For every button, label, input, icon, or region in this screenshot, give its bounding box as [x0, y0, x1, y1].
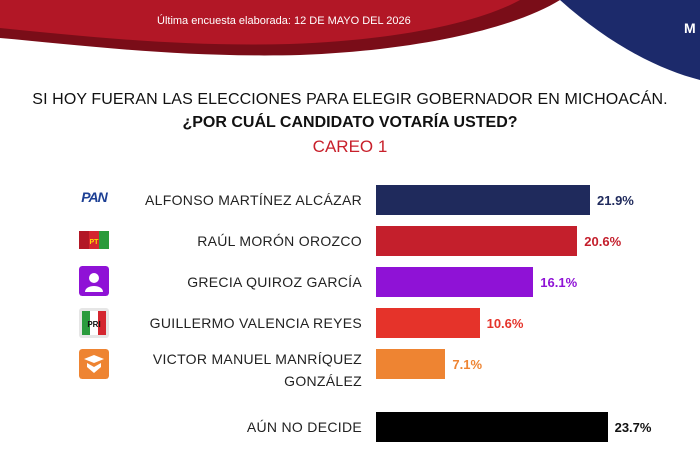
candidate-name: GUILLERMO VALENCIA REYES — [150, 312, 362, 334]
svg-text:PT: PT — [90, 239, 100, 246]
chart-subtitle: CAREO 1 — [312, 137, 388, 156]
candidate-name: RAÚL MORÓN OROZCO — [197, 230, 362, 252]
bar-value-label: 10.6% — [486, 316, 524, 331]
candidate-name: AÚN NO DECIDE — [247, 416, 362, 438]
candidate-name: ALFONSO MARTÍNEZ ALCÁZAR — [145, 189, 362, 211]
question-line1: SI HOY FUERAN LAS ELECCIONES PARA ELEGIR… — [32, 91, 668, 108]
svg-text:PRI: PRI — [87, 320, 100, 329]
party-logo-icon: PAN — [79, 182, 109, 212]
bar — [376, 349, 446, 379]
candidate-name-line: RAÚL MORÓN OROZCO — [197, 233, 362, 249]
bar-value-label: 23.7% — [614, 420, 652, 435]
candidate-name: VICTOR MANUEL MANRÍQUEZ GONZÁLEZ — [153, 348, 362, 392]
bar-value-label: 16.1% — [540, 275, 578, 290]
candidate-name-line: GRECIA QUIROZ GARCÍA — [187, 274, 362, 290]
header-wave-red — [0, 0, 520, 45]
bar-value-label: 20.6% — [584, 234, 622, 249]
party-logo-icon — [79, 349, 109, 379]
bar — [376, 185, 590, 215]
bar — [376, 412, 608, 442]
corner-brand: M — [684, 20, 696, 36]
survey-date: Última encuesta elaborada: 12 DE MAYO DE… — [157, 15, 411, 27]
bar-value-label: 21.9% — [597, 193, 634, 208]
candidate-name-line: AÚN NO DECIDE — [246, 419, 362, 435]
candidate-name-line: VICTOR MANUEL MANRÍQUEZ — [152, 351, 362, 367]
candidate-name-line: GONZÁLEZ — [284, 373, 362, 389]
pan-logo-text: PAN — [81, 189, 108, 205]
party-logo-icon — [79, 266, 109, 296]
bar — [376, 267, 534, 297]
party-logo-icon: PT — [79, 225, 109, 255]
bar — [376, 226, 578, 256]
header-corner-navy — [560, 0, 700, 80]
question-line2: ¿POR CUÁL CANDIDATO VOTARÍA USTED? — [182, 114, 518, 131]
candidate-name: GRECIA QUIROZ GARCÍA — [187, 271, 362, 293]
candidate-name-line: GUILLERMO VALENCIA REYES — [149, 315, 362, 331]
candidate-name-line: ALFONSO MARTÍNEZ ALCÁZAR — [145, 192, 362, 208]
bar — [376, 308, 480, 338]
bar-value-label: 7.1% — [452, 357, 483, 372]
party-logo-icon: PRI — [79, 308, 109, 338]
header-band — [0, 0, 700, 80]
